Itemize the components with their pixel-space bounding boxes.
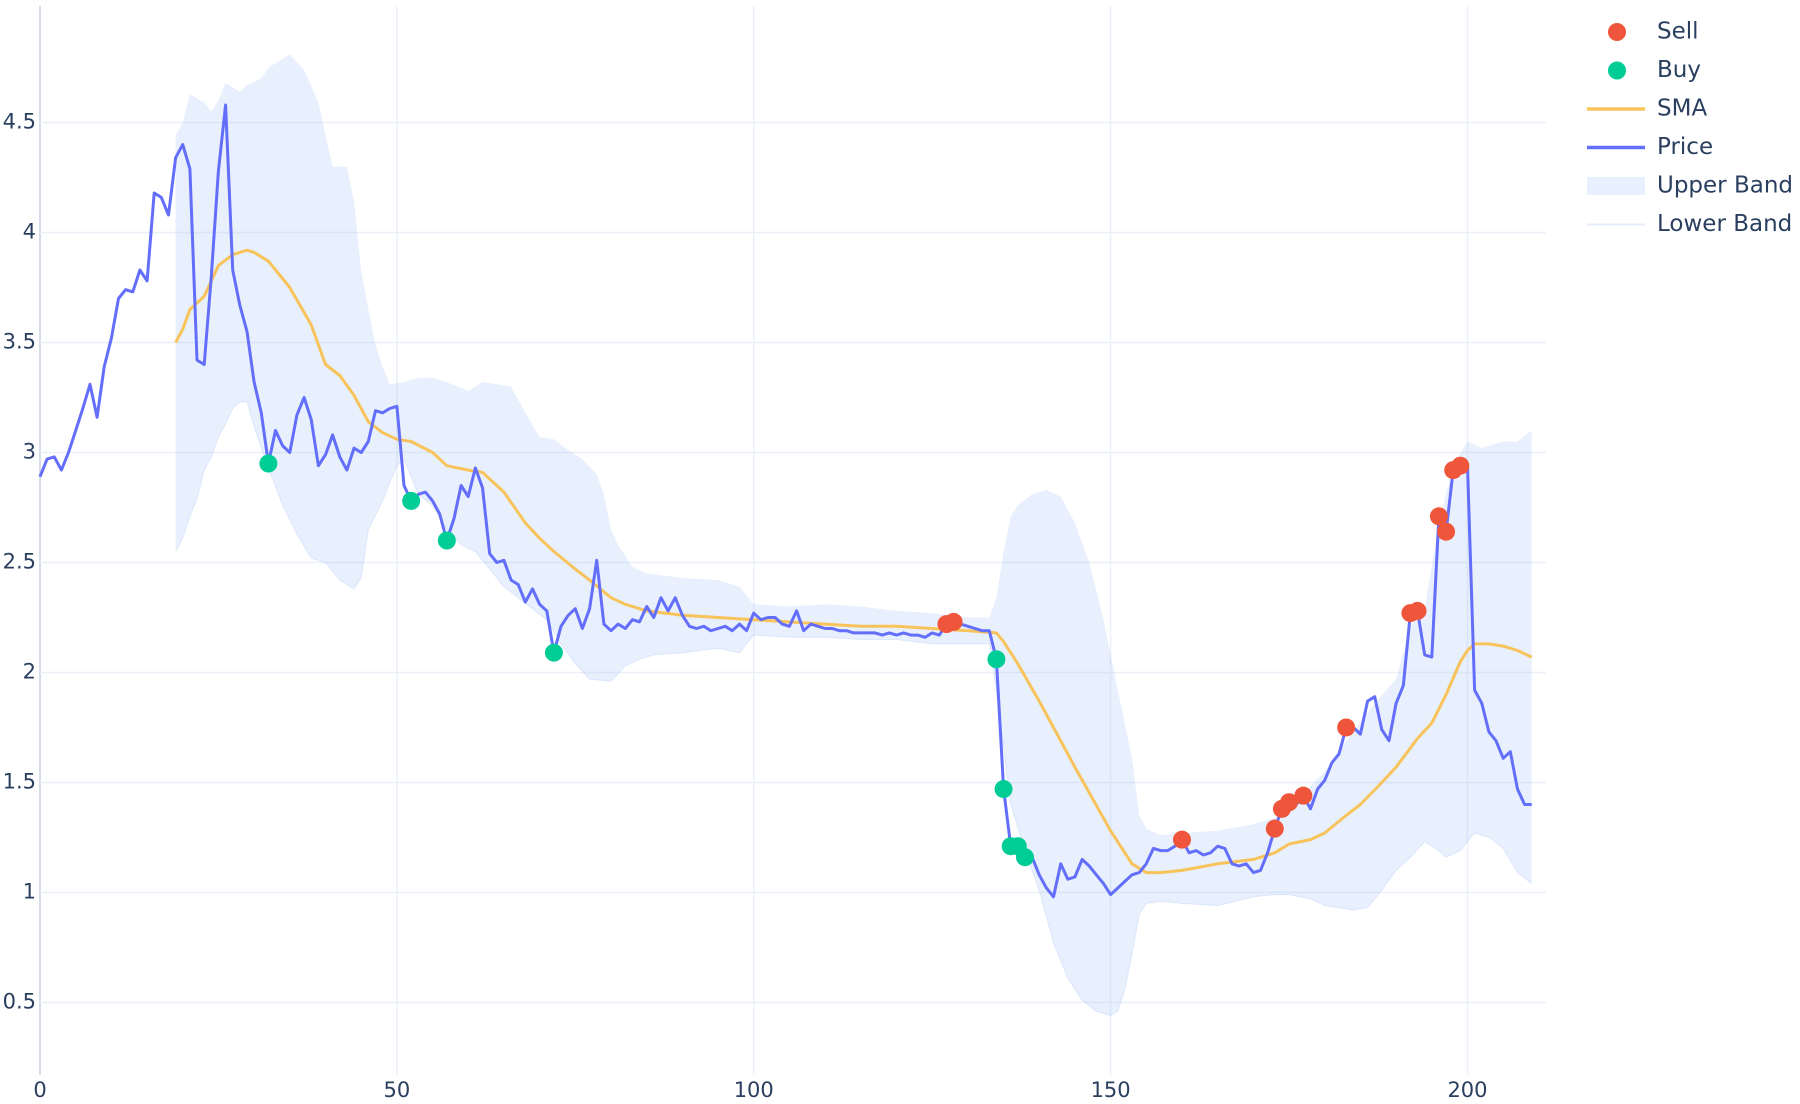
marker	[544, 643, 563, 662]
legend-label: Upper Band	[1657, 173, 1793, 199]
y-tick-label: 1	[23, 879, 36, 903]
y-tick-label: 4	[23, 220, 36, 244]
marker	[402, 491, 421, 510]
marker	[1337, 718, 1356, 737]
legend-label: Buy	[1657, 57, 1701, 83]
marker	[1294, 786, 1313, 805]
marker	[1429, 507, 1448, 526]
marker	[1172, 830, 1191, 849]
line-5	[175, 401, 1533, 1017]
legend-swatch	[1608, 61, 1626, 80]
marker	[1451, 456, 1470, 475]
band-area	[175, 54, 1532, 1016]
x-tick-label: 150	[1091, 1078, 1131, 1100]
y-tick-label: 3.5	[3, 330, 36, 354]
legend-label: Price	[1657, 134, 1713, 160]
legend-label: SMA	[1657, 96, 1707, 122]
marker	[1280, 793, 1299, 812]
legend: Sell Buy SMA Price Upper Band Lower Band	[1587, 19, 1793, 237]
y-tick-label: 1.5	[3, 769, 36, 793]
x-tick-label: 100	[734, 1078, 774, 1100]
y-tick-label: 2	[23, 659, 36, 683]
y-tick-label: 4.5	[3, 110, 36, 134]
marker	[259, 454, 278, 473]
x-tick-label: 200	[1447, 1078, 1487, 1100]
legend-swatch	[1608, 23, 1626, 41]
y-tick-label: 0.5	[3, 989, 36, 1013]
grid: 0 50 100 150 200 0.5 1 1.5 2 2.5 3 3.5 4 4.5	[3, 6, 1546, 1102]
marker	[944, 612, 963, 631]
marker	[987, 650, 1006, 669]
y-tick-label: 2.5	[3, 549, 36, 573]
legend-label: Sell	[1657, 19, 1699, 45]
marker	[1265, 819, 1284, 838]
x-tick-label: 50	[384, 1078, 411, 1100]
marker	[1015, 848, 1034, 867]
marker	[437, 531, 456, 550]
marker	[1408, 601, 1427, 620]
x-tick-label: 0	[33, 1078, 46, 1100]
legend-swatch	[1587, 177, 1645, 195]
plot-area	[38, 54, 1533, 1017]
legend-label: Lower Band	[1657, 211, 1792, 237]
y-tick-label: 3	[23, 440, 36, 464]
marker	[1437, 522, 1456, 541]
marker	[994, 780, 1013, 799]
line-2	[174, 248, 1533, 875]
